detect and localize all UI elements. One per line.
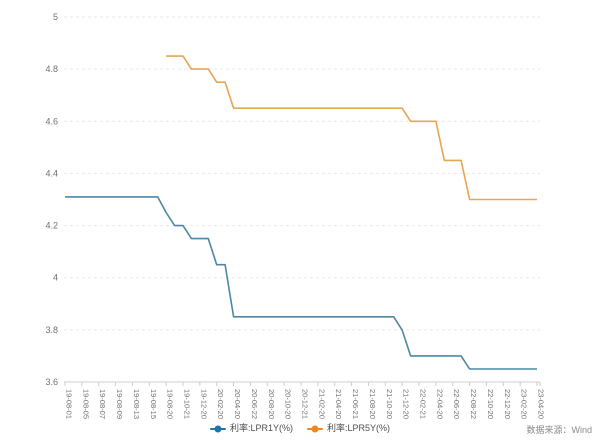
- svg-text:19-08-15: 19-08-15: [149, 389, 158, 419]
- svg-text:19-08-07: 19-08-07: [98, 389, 107, 419]
- svg-text:22-06-20: 22-06-20: [452, 389, 461, 419]
- svg-text:21-04-20: 21-04-20: [334, 389, 343, 419]
- svg-text:19-08-05: 19-08-05: [81, 389, 90, 419]
- svg-text:19-08-20: 19-08-20: [166, 389, 175, 419]
- svg-text:23-02-20: 23-02-20: [520, 389, 529, 419]
- svg-text:19-08-13: 19-08-13: [132, 389, 141, 419]
- legend-label-lpr5y: 利率:LPR5Y(%): [327, 423, 391, 433]
- svg-text:23-04-20: 23-04-20: [537, 389, 546, 419]
- svg-text:20-08-20: 20-08-20: [267, 389, 276, 419]
- svg-text:21-06-21: 21-06-21: [351, 389, 360, 419]
- svg-text:22-04-20: 22-04-20: [435, 389, 444, 419]
- lpr1y-legend-line-icon: [209, 425, 226, 432]
- svg-text:22-02-21: 22-02-21: [419, 389, 428, 419]
- lpr5y-legend-line-icon: [307, 425, 323, 432]
- svg-text:22-12-20: 22-12-20: [503, 389, 512, 419]
- lpr1y-legend-dot-icon: [214, 425, 222, 432]
- y-gridlines: [64, 16, 540, 331]
- svg-text:20-02-20: 20-02-20: [216, 389, 225, 419]
- legend-item-lpr1y[interactable]: 利率:LPR1Y(%): [209, 423, 293, 433]
- series-line-lpr5y: [166, 55, 537, 201]
- svg-text:21-10-20: 21-10-20: [385, 389, 394, 419]
- x-axis-labels: 19-08-01 19-08-05 19-08-07 19-08-09 19-08-13…: [65, 389, 546, 419]
- svg-text:19-08-09: 19-08-09: [115, 389, 124, 419]
- svg-text:20-04-20: 20-04-20: [233, 389, 242, 419]
- chart-legend: 利率:LPR1Y(%) 利率:LPR5Y(%): [0, 421, 600, 436]
- svg-text:19-08-01: 19-08-01: [65, 389, 74, 419]
- svg-text:19-12-20: 19-12-20: [199, 389, 208, 419]
- legend-item-lpr5y[interactable]: 利率:LPR5Y(%): [307, 424, 390, 433]
- svg-text:4.6: 4.6: [45, 116, 58, 126]
- svg-text:4.8: 4.8: [45, 64, 58, 74]
- svg-text:21-12-20: 21-12-20: [402, 389, 411, 419]
- svg-text:4.2: 4.2: [45, 221, 58, 231]
- svg-text:3.8: 3.8: [45, 325, 58, 335]
- lpr5y-legend-dot-icon: [311, 425, 319, 432]
- y-axis-labels: 3.6 3.8 4 4.2 4.4 4.6 4.8 5: [45, 12, 58, 387]
- svg-text:21-08-20: 21-08-20: [368, 389, 377, 419]
- svg-text:20-12-21: 20-12-21: [301, 389, 310, 419]
- svg-text:22-10-20: 22-10-20: [486, 389, 495, 419]
- svg-text:22-08-22: 22-08-22: [469, 389, 478, 419]
- data-source-note: 数据来源：Wind: [526, 425, 592, 435]
- svg-text:4: 4: [53, 273, 58, 283]
- legend-label-lpr1y: 利率:LPR1Y(%): [229, 423, 293, 433]
- svg-text:19-10-21: 19-10-21: [183, 389, 192, 419]
- svg-text:5: 5: [53, 12, 58, 22]
- svg-text:20-06-22: 20-06-22: [250, 389, 259, 419]
- svg-text:21-02-20: 21-02-20: [317, 389, 326, 419]
- svg-text:3.6: 3.6: [45, 377, 58, 387]
- svg-text:20-10-20: 20-10-20: [284, 389, 293, 419]
- series-line-lpr1y: [65, 196, 537, 370]
- x-axis-ticks: [64, 382, 541, 386]
- svg-text:4.4: 4.4: [45, 168, 58, 178]
